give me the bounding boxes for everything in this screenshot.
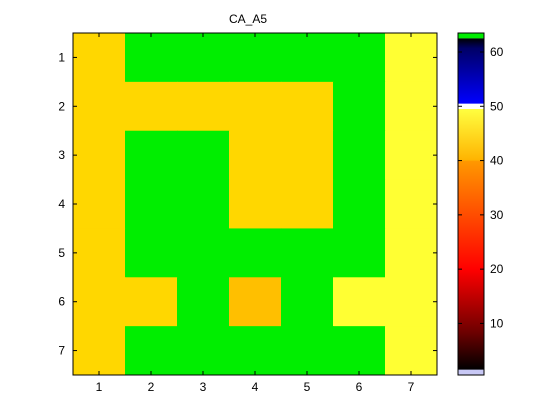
heatmap-cell [177, 326, 230, 376]
heatmap-cell [281, 33, 334, 83]
heatmap-cell [229, 326, 282, 376]
x-tick-label: 5 [304, 380, 311, 394]
heatmap-cell [125, 130, 178, 181]
x-tick-label: 1 [96, 380, 103, 394]
heatmap-cell [229, 81, 282, 132]
heatmap-cell [385, 326, 438, 376]
y-tick-label: 2 [58, 99, 65, 113]
heatmap-cell [73, 81, 126, 132]
heatmap-cell [281, 179, 334, 229]
y-tick-label: 5 [58, 246, 65, 260]
chart-title: CA_A5 [229, 12, 267, 26]
heatmap-cell [125, 179, 178, 229]
y-tick-label: 1 [58, 50, 65, 64]
colorbar-segment [458, 33, 484, 39]
heatmap-cell [281, 81, 334, 132]
heatmap-cell [177, 33, 230, 83]
heatmap-cell [333, 228, 386, 278]
heatmap-cell [385, 228, 438, 278]
y-axis-ticks: 1 2 3 4 5 6 7 [58, 50, 437, 358]
heatmap-cell [229, 130, 282, 181]
x-axis-ticks: 1 2 3 4 5 6 7 [96, 33, 415, 394]
colorbar-gradient-band [458, 38, 484, 104]
heatmap-cell [229, 228, 282, 278]
heatmap-cell [281, 277, 334, 327]
heatmap-cell [229, 179, 282, 229]
x-tick-label: 7 [408, 380, 415, 394]
heatmap-cell [125, 33, 178, 83]
heatmap-cell [333, 326, 386, 376]
heatmap-cell [125, 228, 178, 278]
heatmap-cell [229, 33, 282, 83]
heatmap-cell [125, 326, 178, 376]
y-tick-label: 7 [58, 344, 65, 358]
heatmap-cell [333, 179, 386, 229]
colorbar-gradient-band [458, 160, 484, 370]
heatmap-cell [281, 326, 334, 376]
colorbar-segment [458, 103, 484, 109]
heatmap-cell [333, 81, 386, 132]
heatmap-cell [385, 179, 438, 229]
colorbar: 10 20 30 40 50 60 [457, 32, 504, 376]
heatmap-cell [125, 81, 178, 132]
heatmap-cell [229, 277, 282, 327]
heatmap-cell [73, 228, 126, 278]
heatmap-cell [73, 130, 126, 181]
heatmap-cell [73, 277, 126, 327]
heatmap-cell [281, 228, 334, 278]
heatmap-cell [333, 277, 386, 327]
heatmap-cell [73, 326, 126, 376]
colorbar-tick-label: 40 [490, 154, 504, 168]
colorbar-ticks: 10 20 30 40 50 60 [458, 45, 504, 330]
colorbar-tick-label: 60 [490, 45, 504, 59]
x-tick-label: 4 [252, 380, 259, 394]
heatmap-cell [177, 228, 230, 278]
x-tick-label: 3 [200, 380, 207, 394]
colorbar-segment [458, 369, 484, 375]
heatmap-cell [281, 130, 334, 181]
heatmap-cell [177, 277, 230, 327]
colorbar-tick-label: 30 [490, 208, 504, 222]
heatmap-cell [385, 130, 438, 181]
heatmap-cell [385, 81, 438, 132]
heatmap-cell [333, 33, 386, 83]
heatmap-cell [385, 33, 438, 83]
heatmap-cell [333, 130, 386, 181]
heatmap-cell [73, 33, 126, 83]
colorbar-frame [457, 32, 485, 376]
heatmap-cell [385, 277, 438, 327]
x-tick-label: 6 [356, 380, 363, 394]
colorbar-tick-label: 10 [490, 316, 504, 330]
heatmap-cell [177, 179, 230, 229]
heatmap-cell [177, 81, 230, 132]
colorbar-gradient-band [458, 109, 484, 161]
y-tick-label: 6 [58, 295, 65, 309]
colorbar-color-stops [458, 33, 484, 375]
x-tick-label: 2 [148, 380, 155, 394]
heatmap-cell [73, 179, 126, 229]
colorbar-tick-label: 50 [490, 99, 504, 113]
heatmap-cell [177, 130, 230, 181]
heatmap-cell [125, 277, 178, 327]
heatmap-cells [73, 33, 438, 376]
y-tick-label: 3 [58, 148, 65, 162]
colorbar-tick-label: 20 [490, 262, 504, 276]
y-tick-label: 4 [58, 197, 65, 211]
